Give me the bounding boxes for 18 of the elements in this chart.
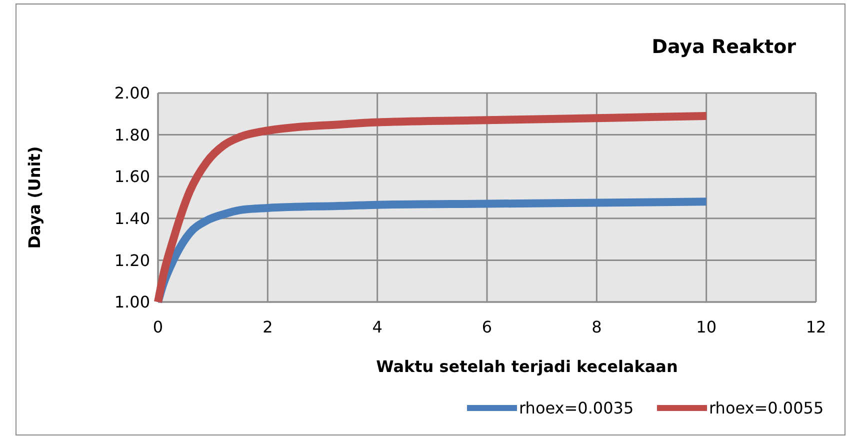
- chart-title: Daya Reaktor: [652, 36, 797, 58]
- legend-label: rhoex=0.0035: [519, 398, 634, 418]
- y-tick-label: 1.60: [114, 167, 150, 186]
- y-tick-label: 1.40: [114, 209, 150, 228]
- x-tick-label: 12: [806, 318, 826, 337]
- x-tick-label: 0: [152, 318, 164, 337]
- x-tick-label: 2: [262, 318, 273, 337]
- y-tick-label: 1.20: [114, 250, 150, 270]
- x-tick-label: 4: [372, 318, 382, 337]
- x-axis-title: Waktu setelah terjadi kecelakaan: [376, 357, 678, 376]
- y-axis-title: Daya (Unit): [25, 146, 44, 249]
- y-tick-label: 2.00: [114, 84, 150, 103]
- legend-label: rhoex=0.0055: [709, 398, 824, 418]
- x-tick-label: 6: [482, 318, 492, 337]
- x-tick-label: 10: [696, 318, 717, 337]
- y-tick-label: 1.00: [114, 292, 150, 312]
- x-tick-label: 8: [592, 318, 602, 337]
- y-tick-label: 1.80: [114, 125, 150, 144]
